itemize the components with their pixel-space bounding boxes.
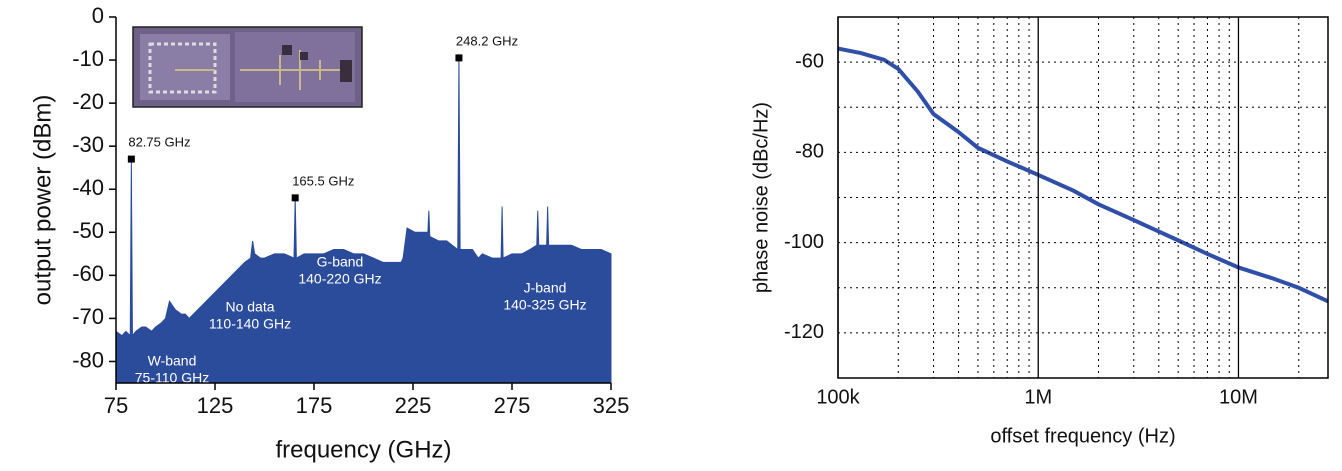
- x-tick-label: 125: [197, 393, 234, 418]
- band-annotation: No data: [225, 299, 274, 315]
- y-tick-label: -80: [72, 347, 104, 372]
- x-tick-label: 75: [104, 393, 128, 418]
- x-tick-label: 325: [593, 393, 630, 418]
- peak-marker: [455, 54, 463, 62]
- band-annotation: 140-220 GHz: [298, 271, 381, 287]
- peak-marker: [127, 155, 135, 163]
- band-annotation: G-band: [317, 254, 364, 270]
- x-tick-label: 275: [494, 393, 531, 418]
- y-tick-label: -10: [72, 46, 104, 71]
- y-tick-label: -50: [72, 218, 104, 243]
- peak-label: 248.2 GHz: [456, 33, 518, 48]
- y-tick-label: -80: [795, 141, 824, 163]
- x-tick-label: 225: [395, 393, 432, 418]
- y-tick-label: -70: [72, 304, 104, 329]
- band-annotation: 140-325 GHz: [503, 297, 586, 313]
- phase-noise-line: [837, 46, 1329, 304]
- x-tick-label: 175: [296, 393, 333, 418]
- x-axis-title: frequency (GHz): [275, 436, 451, 463]
- y-tick-label: -120: [784, 321, 824, 343]
- peak-label: 82.75 GHz: [128, 135, 190, 150]
- y-tick-label: -40: [72, 175, 104, 200]
- y-tick-label: -100: [784, 231, 824, 253]
- spectrum-area: [115, 57, 612, 384]
- band-annotation: W-band: [148, 353, 197, 369]
- peak-label: 165.5 GHz: [292, 173, 354, 188]
- y-tick-label: 0: [92, 3, 104, 28]
- chip-photo: [132, 26, 363, 108]
- y-tick-label: -60: [795, 50, 824, 72]
- x-axis-title: offset frequency (Hz): [990, 425, 1175, 447]
- y-tick-label: -20: [72, 89, 104, 114]
- y-tick-label: -30: [72, 132, 104, 157]
- y-axis-title: phase noise (dBc/Hz): [750, 102, 772, 293]
- axes: [115, 17, 611, 384]
- band-annotation: 110-140 GHz: [209, 316, 291, 332]
- plot-frame: [837, 16, 1329, 379]
- y-axis-title: output power (dBm): [29, 95, 56, 306]
- band-annotation: 75-110 GHz: [135, 370, 209, 386]
- band-annotation: J-band: [524, 280, 567, 296]
- x-tick-label: 10M: [1219, 386, 1258, 408]
- x-tick-label: 1M: [1024, 386, 1052, 408]
- peak-marker: [291, 194, 299, 202]
- x-tick-label: 100k: [816, 386, 860, 408]
- y-tick-label: -60: [72, 261, 104, 286]
